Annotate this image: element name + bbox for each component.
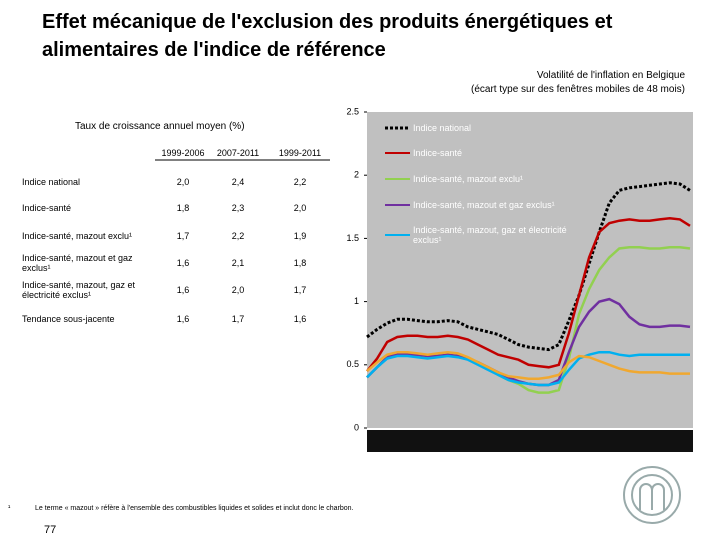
legend-label: Indice national: [413, 123, 472, 133]
y-tick-label: 0.5: [346, 359, 359, 369]
column-header: 2007-2011: [216, 148, 260, 158]
y-tick-label: 1.5: [346, 233, 359, 243]
footnote-marker: ¹: [8, 505, 11, 512]
chart-title: Volatilité de l'inflation en Belgique: [536, 70, 685, 81]
footnote: Le terme « mazout » réfère à l'ensemble …: [35, 505, 354, 512]
table-cell: 2,2: [293, 177, 307, 187]
table-cell: 2,2: [231, 231, 245, 241]
table-cell: 2,4: [231, 177, 245, 187]
column-header: 1999-2011: [278, 148, 322, 158]
table-cell: 2,0: [231, 285, 245, 295]
legend-label: Indice-santé, mazout et gaz exclus¹: [413, 200, 555, 210]
table-cell: 1,6: [176, 258, 190, 268]
table-cell: 1,7: [176, 231, 190, 241]
table-cell: 2,1: [231, 258, 245, 268]
series-line: [366, 350, 690, 380]
table-cell: 1,7: [231, 314, 245, 324]
y-tick-label: 2: [354, 170, 359, 180]
row-label: Tendance sous-jacente: [22, 314, 115, 324]
row-label: Indice-santé, mazout, gaz et électricité…: [22, 280, 136, 300]
x-axis-labels-illegible: [367, 430, 693, 452]
y-tick-label: 0: [354, 422, 359, 432]
table-cell: 2,0: [176, 177, 190, 187]
table-title: Taux de croissance annuel moyen (%): [75, 121, 245, 132]
table-cell: 2,0: [293, 203, 307, 213]
legend-label: Indice-santé, mazout exclu¹: [413, 174, 524, 184]
logo: [623, 466, 681, 524]
table-cell: 1,9: [293, 231, 307, 241]
plot-area: [367, 112, 693, 428]
series-line: [366, 181, 691, 352]
table-cell: 1,6: [176, 314, 190, 324]
table-cell: 1,8: [176, 203, 190, 213]
slide-title: Effet mécanique de l'exclusion des produ…: [42, 11, 613, 61]
y-tick-label: 2.5: [346, 106, 359, 116]
row-label: Indice-santé: [22, 203, 72, 213]
series-line: [366, 350, 690, 387]
chart-subtitle: (écart type sur des fenêtres mobiles de …: [471, 84, 685, 95]
series-line: [366, 216, 691, 372]
table-cell: 1,8: [293, 258, 307, 268]
table-cell: 1,7: [293, 285, 307, 295]
legend-label: Indice-santé, mazout, gaz et électricité…: [413, 225, 567, 245]
row-label: Indice-santé, mazout et gaz exclus¹: [22, 253, 133, 273]
row-label: Indice-santé, mazout exclu¹: [22, 231, 133, 241]
table-cell: 1,6: [176, 285, 190, 295]
column-header: 1999-2006: [161, 148, 205, 158]
chart-title-block: Volatilité de l'inflation en Belgique (éc…: [471, 69, 685, 97]
legend-label: Indice-santé: [413, 148, 463, 158]
y-tick-label: 1: [354, 296, 359, 306]
page-number: 77: [44, 524, 57, 536]
row-label: Indice national: [22, 177, 81, 187]
table-cell: 2,3: [231, 203, 245, 213]
table-cell: 1,6: [293, 314, 307, 324]
